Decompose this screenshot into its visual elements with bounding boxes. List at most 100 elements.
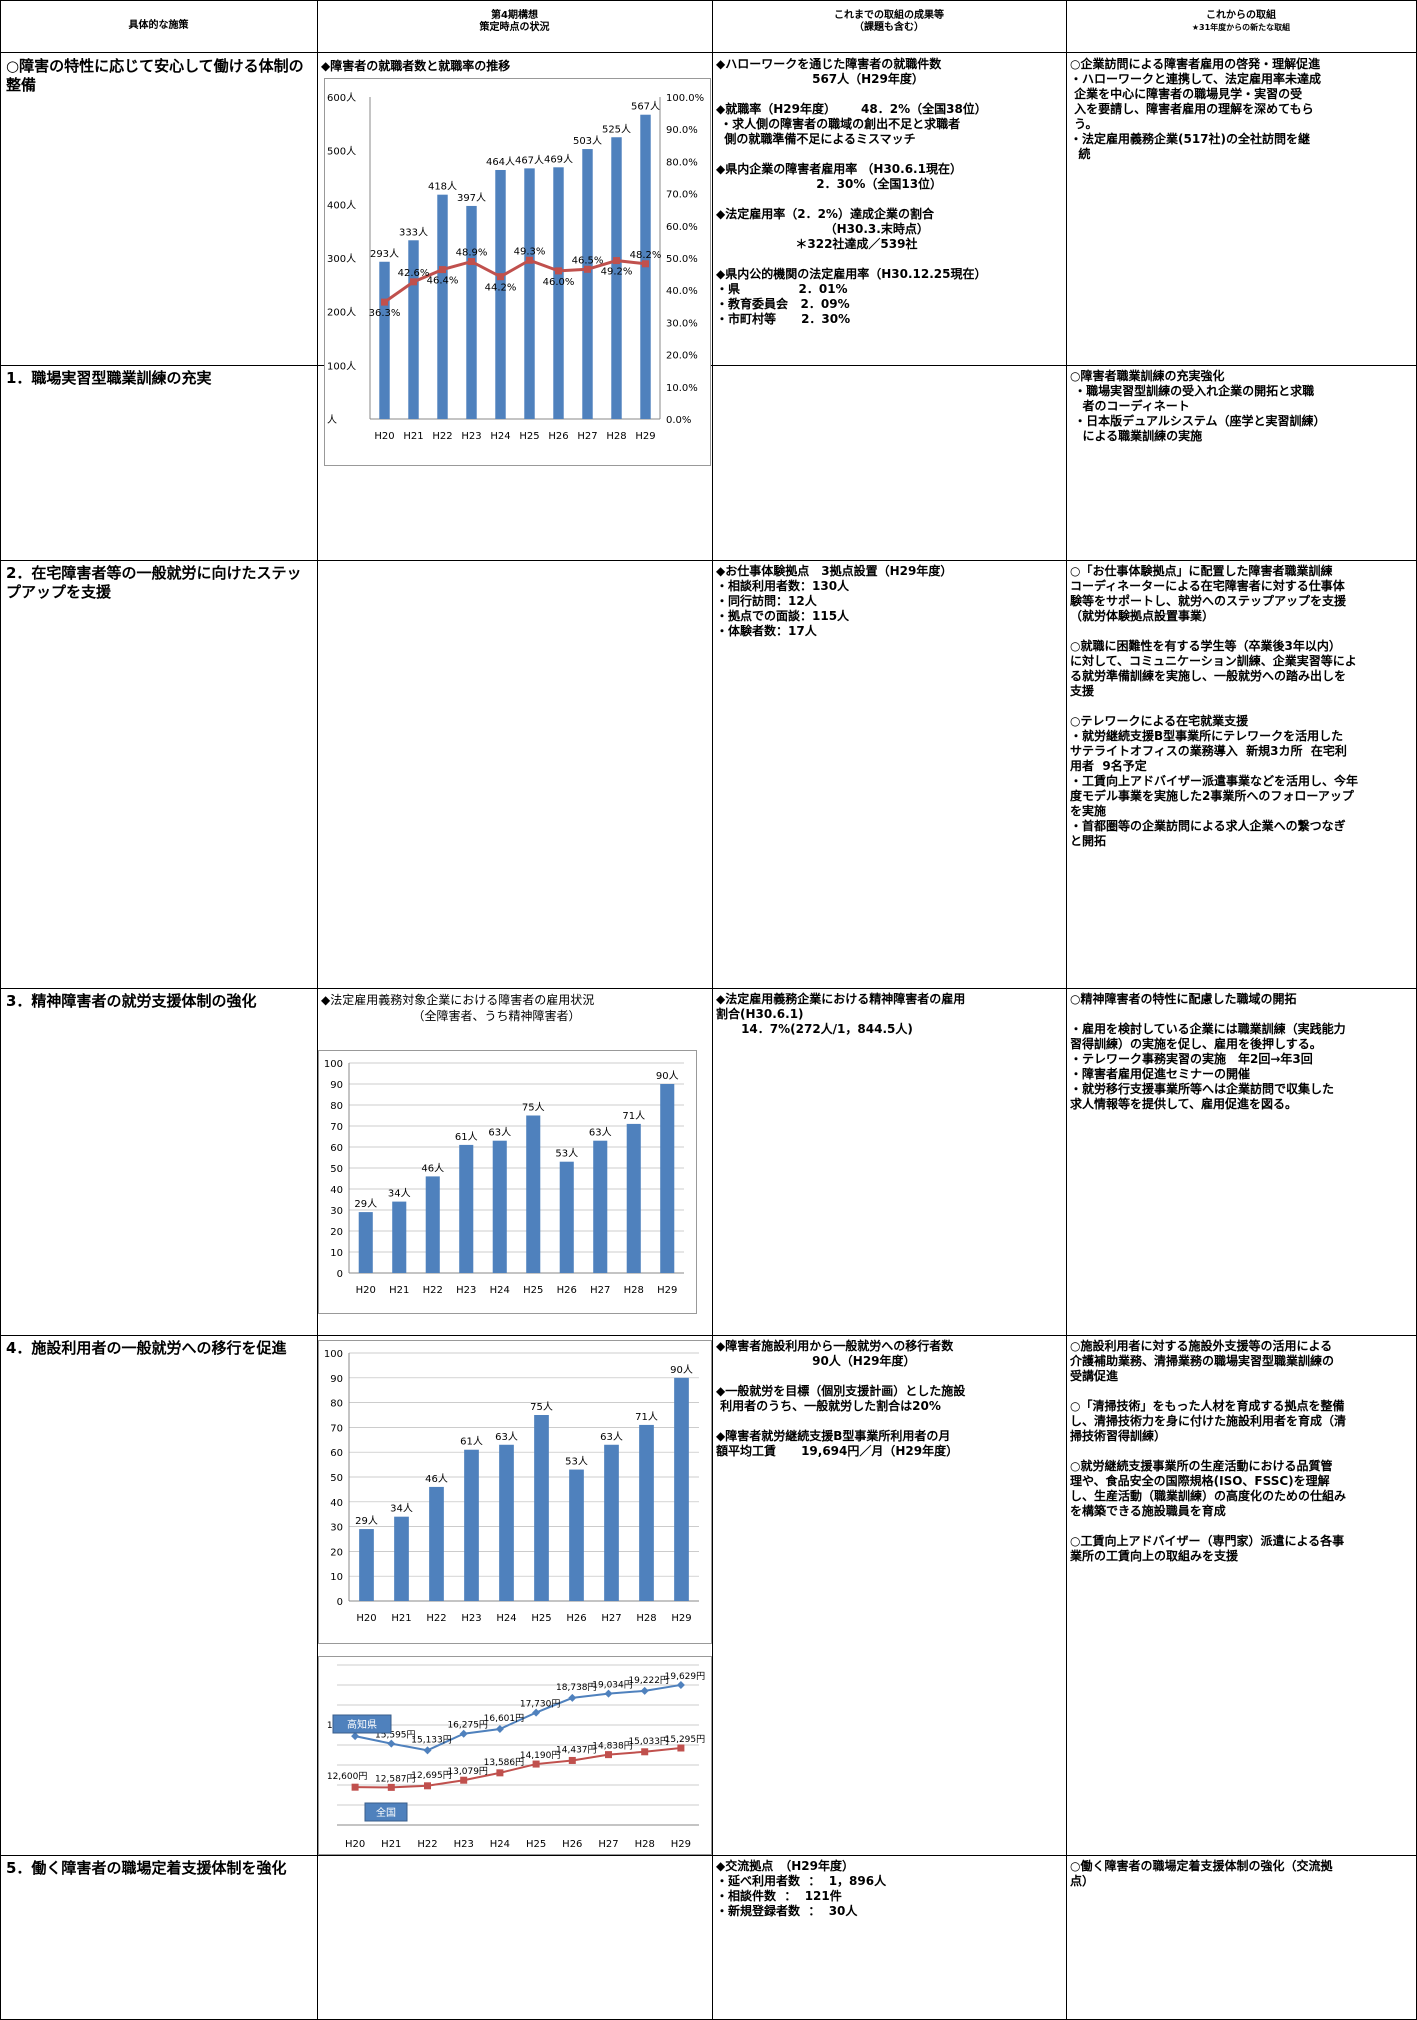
chart2-title: ◆法定雇用義務対象企業における障害者の雇用状況 （全障害者、うち精神障害者）	[321, 993, 595, 1023]
x-tick-label: H26	[548, 431, 568, 442]
point-value-label: 14,838円	[592, 1741, 633, 1752]
future-text: ○障害者職業訓練の充実強化 ・職場実習型訓練の受入れ企業の開拓と求職 者のコーデ…	[1070, 369, 1326, 443]
point-value-label: 15,295円	[665, 1734, 706, 1745]
chart-transition: 0 10 20 30 40 50 60 70 80 90 100 29人 H20 34人 H21 46人 H22…	[318, 1340, 712, 1644]
series-point	[423, 1746, 432, 1755]
rate-value-label: 44.2%	[485, 283, 517, 294]
y2-tick-label: 40.0%	[666, 286, 698, 297]
y2-tick-label: 30.0%	[666, 318, 698, 329]
bar	[359, 1529, 374, 1601]
series-name-box	[332, 1714, 392, 1734]
row-border	[0, 1855, 1417, 1856]
header-col1: 具体的な施策	[0, 20, 317, 32]
future-text: ○働く障害者の職場定着支援体制の強化（交流拠 点）	[1070, 1859, 1333, 1888]
row-border	[0, 988, 1417, 989]
future-text: ○「お仕事体験拠点」に配置した障害者職業訓練 コーディネーターによる在宅障害者に…	[1070, 564, 1359, 848]
point-value-label: 15,133円	[411, 1734, 452, 1745]
x-tick-label: H21	[391, 1613, 411, 1624]
x-tick-label: H26	[566, 1613, 586, 1624]
point-value-label: 13,079円	[447, 1766, 488, 1777]
rate-value-label: 46.0%	[543, 277, 575, 288]
y2-tick-label: 10.0%	[666, 383, 698, 394]
bar	[553, 167, 564, 419]
point-value-label: 12,587円	[375, 1773, 416, 1784]
point-value-label: 18,738円	[556, 1682, 597, 1693]
bar-value-label: 525人	[602, 123, 631, 135]
bar-value-label: 418人	[428, 181, 457, 193]
rate-point	[439, 266, 446, 274]
chart1-title: ◆障害者の就職者数と就職率の推移	[321, 59, 511, 73]
policy-item: 2．在宅障害者等の一般就労に向けたステップアップを支援	[6, 564, 302, 601]
col-border	[712, 0, 713, 2020]
y-tick-label: 200人	[327, 307, 356, 319]
y2-tick-label: 70.0%	[666, 190, 698, 201]
header-col3-line2: （課題も含む）	[854, 22, 924, 33]
x-tick-label: H27	[601, 1613, 621, 1624]
y-tick-label: 50	[330, 1164, 343, 1175]
future-text: ○精神障害者の特性に配慮した職域の開拓 ・雇用を検討している企業には職業訓練（実…	[1070, 992, 1346, 1111]
x-tick-label: H29	[657, 1285, 677, 1296]
bar	[492, 1140, 507, 1273]
rate-point	[381, 298, 388, 306]
bar-value-label: 333人	[399, 226, 428, 238]
series-point	[568, 1756, 576, 1764]
future-text: ○施設利用者に対する施設外支援等の活用による 介護補助業務、清掃業務の職場実習型…	[1070, 1339, 1347, 1563]
x-tick-label: H21	[381, 1839, 401, 1850]
point-value-label: 14,437円	[556, 1744, 597, 1755]
rate-point	[555, 267, 562, 275]
chart-mental-employment-svg: 0 10 20 30 40 50 60 70 80 90 100 29人 H20 34人 H21 46人 H22…	[324, 1059, 684, 1296]
chart-wages: H20H21H22H23H24H25H26H27H28H2916,113円15,…	[318, 1656, 712, 1855]
bar	[464, 1449, 479, 1601]
bar-value-label: 503人	[573, 135, 602, 147]
y-tick-label: 100	[324, 1349, 343, 1360]
bar	[437, 194, 448, 419]
x-tick-label: H22	[423, 1285, 443, 1296]
bar-value-label: 53人	[565, 1456, 588, 1468]
bar-value-label: 90人	[656, 1070, 679, 1082]
point-value-label: 19,629円	[665, 1671, 706, 1682]
point-value-label: 16,601円	[484, 1713, 525, 1724]
point-value-label: 12,695円	[411, 1770, 452, 1781]
y-tick-label: 400人	[327, 199, 356, 211]
rate-point	[642, 260, 649, 268]
y-tick-label: 100人	[327, 360, 356, 372]
bar	[495, 169, 506, 419]
bar	[425, 1176, 440, 1273]
y-tick-label: 60	[330, 1448, 343, 1459]
bar-value-label: 46人	[425, 1473, 448, 1485]
point-value-label: 19,034円	[592, 1680, 633, 1691]
bar-value-label: 34人	[390, 1503, 413, 1515]
series-point	[424, 1782, 431, 1790]
rate-value-label: 46.5%	[572, 255, 604, 266]
series-point	[459, 1729, 468, 1738]
y-tick-label: 80	[330, 1101, 343, 1112]
series-point	[640, 1686, 649, 1695]
policy-item: ○障害の特性に応じて安心して働ける体制の整備	[6, 57, 304, 94]
x-tick-label: H22	[432, 431, 452, 442]
rate-value-label: 48.2%	[630, 250, 662, 261]
bar	[660, 1084, 675, 1273]
point-value-label: 19,222円	[628, 1675, 669, 1686]
results-text: ◆法定雇用義務企業における精神障害者の雇用 割合(H30.6.1) 14．7%(…	[716, 992, 966, 1036]
bar-value-label: 71人	[622, 1110, 645, 1122]
bar-value-label: 397人	[457, 192, 486, 204]
x-tick-label: H28	[636, 1613, 656, 1624]
y-tick-label: 500人	[327, 146, 356, 158]
y-tick-label: 600人	[327, 92, 356, 104]
header-col2-line2: 策定時点の状況	[479, 22, 550, 33]
rate-point	[526, 256, 533, 264]
x-tick-label: H26	[557, 1285, 577, 1296]
bar-value-label: 75人	[522, 1102, 545, 1114]
bar	[593, 1140, 608, 1273]
x-tick-label: H27	[577, 431, 597, 442]
row-border	[0, 52, 1417, 53]
chart-transition-svg: 0 10 20 30 40 50 60 70 80 90 100 29人 H20 34人 H21 46人 H22…	[324, 1349, 699, 1624]
col-border	[317, 0, 318, 2020]
rate-point	[497, 273, 504, 281]
bar-value-label: 63人	[600, 1431, 623, 1443]
bar-value-label: 469人	[544, 153, 573, 165]
bar-value-label: 63人	[495, 1431, 518, 1443]
x-tick-label: H28	[635, 1839, 655, 1850]
series-line	[354, 1683, 682, 1752]
y-tick-label: 100	[324, 1059, 343, 1070]
